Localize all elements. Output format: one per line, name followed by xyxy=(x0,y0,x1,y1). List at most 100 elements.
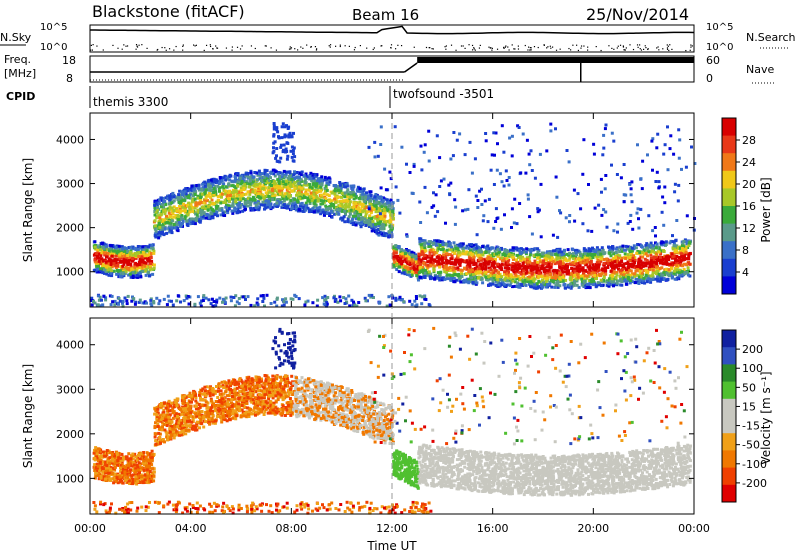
heat-cell xyxy=(312,176,316,180)
heat-cell xyxy=(634,281,637,285)
heat-cell xyxy=(270,184,273,187)
heat-cell xyxy=(158,216,162,220)
noise-tick-right-bottom: 10^0 xyxy=(706,42,733,53)
heat-cell xyxy=(188,207,192,211)
nsearch-dot xyxy=(580,45,583,47)
heat-cell xyxy=(90,299,94,302)
nsearch-dot xyxy=(537,46,539,49)
power-heatmap xyxy=(90,122,697,308)
heat-cell xyxy=(340,191,344,195)
heat-cell xyxy=(279,201,283,205)
heat-cell xyxy=(188,210,192,214)
heat-cell xyxy=(179,216,183,220)
heat-cell xyxy=(93,245,97,249)
nsearch-dot xyxy=(329,46,331,48)
heat-cell xyxy=(290,178,294,181)
heat-cell xyxy=(312,196,316,200)
heat-cell xyxy=(446,277,449,281)
heat-cell xyxy=(289,184,293,188)
heat-cell xyxy=(115,272,119,276)
heat-cell xyxy=(111,259,115,263)
heat-cell xyxy=(297,208,301,212)
heat-cell xyxy=(316,209,320,213)
heat-cell xyxy=(400,252,404,256)
heat-cell xyxy=(143,261,147,265)
heat-cell xyxy=(256,178,259,182)
heat-cell xyxy=(474,251,478,255)
heat-cell xyxy=(546,276,550,280)
nsearch-dot xyxy=(517,45,519,47)
nsearch-dot xyxy=(390,46,392,49)
heat-cell xyxy=(166,294,170,298)
heat-cell xyxy=(172,215,176,219)
nsearch-dot xyxy=(595,45,597,48)
heat-cell xyxy=(111,300,115,304)
heat-cell xyxy=(117,244,121,248)
nsearch-dot xyxy=(666,44,668,46)
heat-cell xyxy=(298,175,302,179)
heat-cell xyxy=(236,184,239,188)
heat-cell xyxy=(347,215,351,219)
heat-cell xyxy=(267,186,271,190)
heat-cell xyxy=(351,209,355,213)
heat-cell xyxy=(297,297,301,301)
heat-cell xyxy=(135,274,139,277)
heat-cell xyxy=(121,301,124,305)
heat-cell xyxy=(387,230,391,234)
nsearch-dot xyxy=(662,48,664,50)
heat-cell xyxy=(198,301,202,305)
heat-cell xyxy=(432,268,436,272)
heat-cell xyxy=(220,179,224,183)
heat-cell xyxy=(267,194,271,198)
heat-cell xyxy=(348,304,352,308)
heat-cell xyxy=(172,195,176,199)
heat-cell xyxy=(233,175,237,179)
nsearch-dot xyxy=(460,45,463,47)
heat-cell xyxy=(374,222,377,226)
heat-cell xyxy=(453,252,457,255)
heat-cell xyxy=(124,260,127,264)
heat-cell xyxy=(103,258,107,262)
nsearch-dot xyxy=(690,46,692,48)
heat-cell xyxy=(353,303,357,307)
heat-cell xyxy=(117,302,120,306)
heat-cell xyxy=(411,262,415,266)
nsearch-dot xyxy=(632,48,635,51)
heat-cell xyxy=(325,188,329,192)
heat-cell xyxy=(267,200,270,203)
heat-cell xyxy=(206,199,210,203)
heat-cell xyxy=(157,202,161,205)
heat-cell xyxy=(95,247,99,251)
heat-cell xyxy=(114,245,118,249)
nsearch-dot xyxy=(580,47,582,49)
heat-cell xyxy=(347,205,351,209)
heat-cell xyxy=(141,269,145,273)
heat-cell xyxy=(303,303,307,307)
heat-cell xyxy=(283,192,287,196)
nsearch-dot xyxy=(450,44,453,46)
nsearch-dot xyxy=(533,46,536,48)
nsearch-dot xyxy=(297,49,299,51)
heat-cell xyxy=(353,211,357,215)
heat-cell xyxy=(338,295,342,299)
heat-cell xyxy=(219,213,223,217)
heat-cell xyxy=(193,302,197,306)
nsearch-dot xyxy=(640,49,643,51)
noise-panel xyxy=(89,24,695,53)
heat-cell xyxy=(97,256,101,260)
heat-cell xyxy=(424,298,428,301)
heat-cell xyxy=(381,223,385,226)
heat-cell xyxy=(150,267,154,271)
heat-cell xyxy=(674,239,678,243)
heat-cell xyxy=(215,206,219,210)
heat-cell xyxy=(140,255,144,259)
heat-cell xyxy=(177,215,180,219)
heat-cell xyxy=(603,266,607,270)
heat-cell xyxy=(223,300,227,304)
heat-cell xyxy=(95,270,99,274)
heat-cell xyxy=(624,244,628,248)
heat-cell xyxy=(207,298,211,302)
heat-cell xyxy=(162,200,165,204)
nsearch-dot xyxy=(359,44,361,47)
heat-cell xyxy=(375,215,379,218)
